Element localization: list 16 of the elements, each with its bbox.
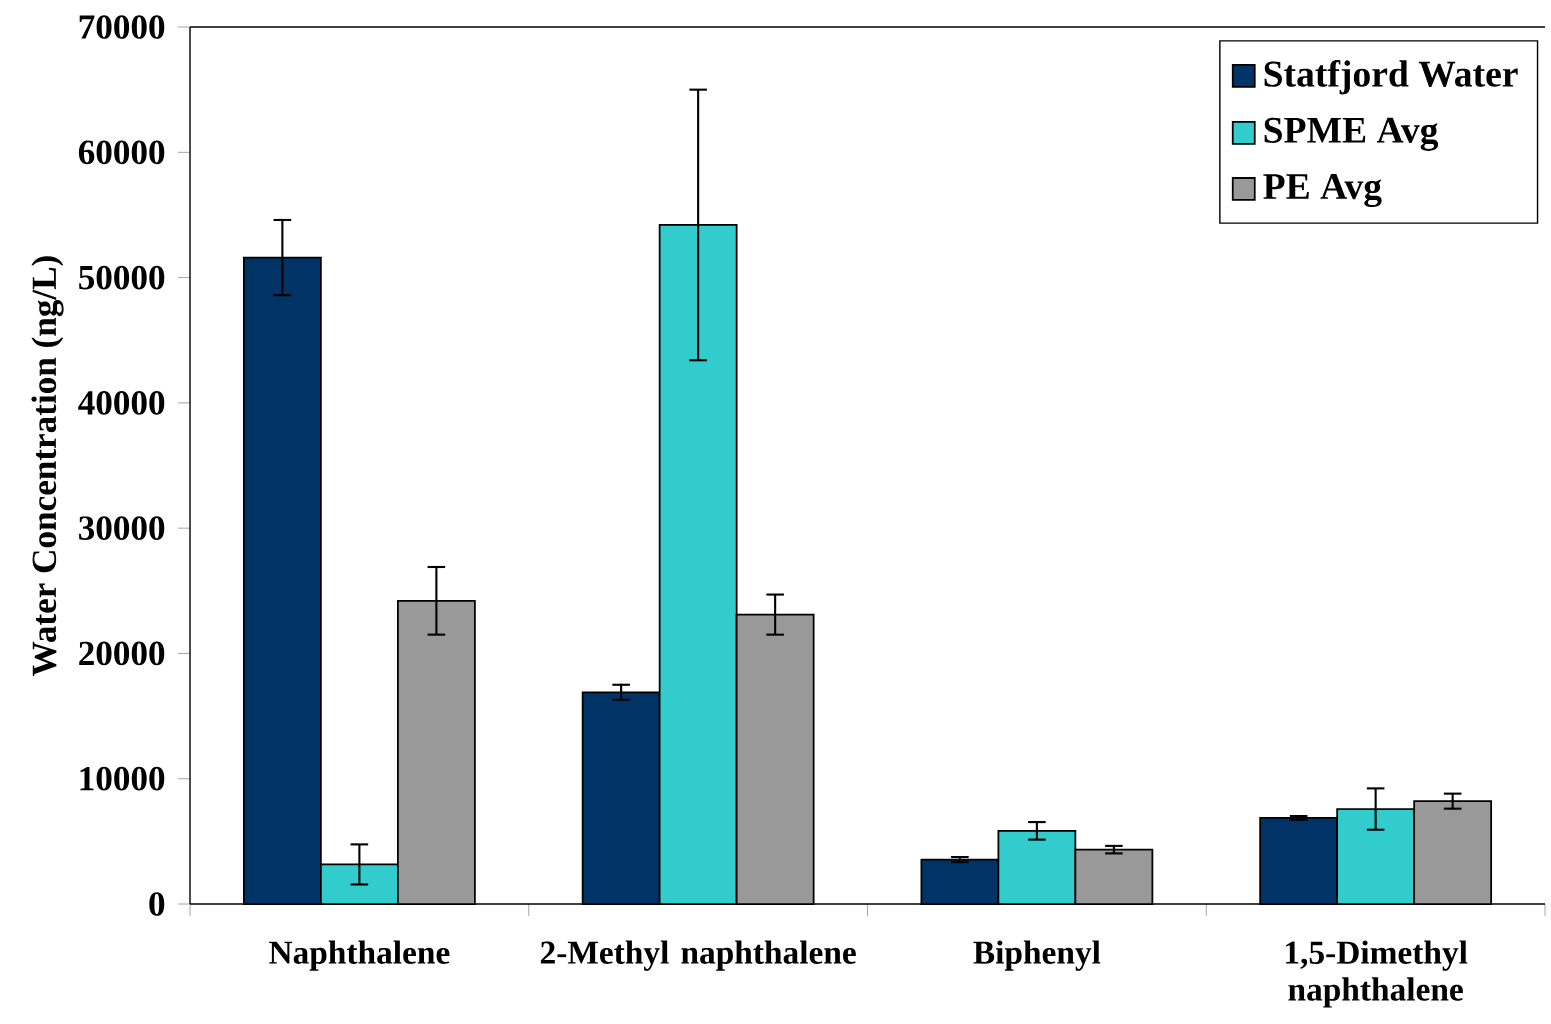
y-tick-label: 0 — [149, 892, 165, 916]
y-tick-label: 20000 — [79, 641, 165, 666]
legend-label: SPME Avg — [1264, 117, 1439, 151]
y-tick-label: 40000 — [78, 391, 165, 415]
y-tick-label: 50000 — [79, 265, 165, 290]
x-tick-label: 2-Methyl naphthalene — [540, 940, 856, 971]
x-tick-label: Naphthalene — [269, 940, 450, 971]
y-tick-label: 30000 — [79, 516, 165, 541]
y-tick-label: 70000 — [79, 15, 165, 39]
x-tick-label: Biphenyl — [973, 940, 1101, 971]
y-axis-title: Water Concentration (ng/L) — [31, 256, 64, 676]
y-tick-label: 60000 — [78, 140, 165, 165]
x-tick-label: 1,5-Dimethyl naphthalene — [1286, 940, 1468, 1008]
y-tick-label: 10000 — [80, 766, 165, 791]
legend-label: PE Avg — [1263, 173, 1382, 208]
legend-label: Statfjord Water — [1264, 59, 1518, 95]
